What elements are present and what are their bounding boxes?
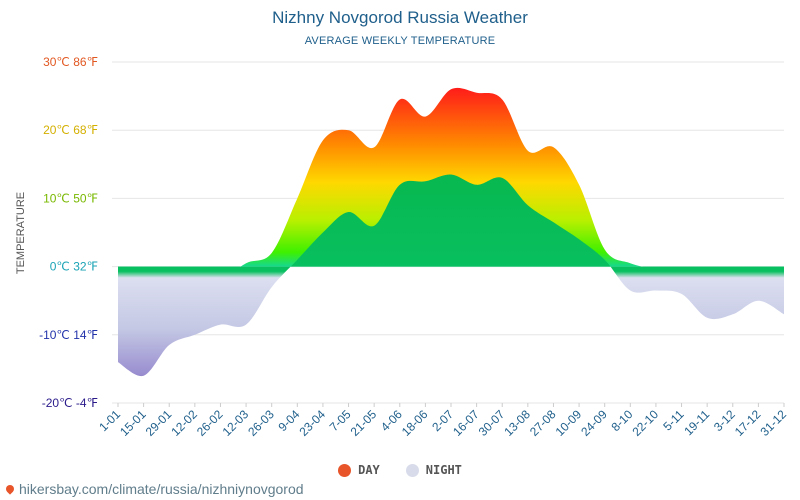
source-link[interactable]: hikersbay.com/climate/russia/nizhniynovg…: [4, 481, 304, 497]
x-axis-ticks: 1-0115-0129-0112-0226-0212-0326-039-0423…: [96, 403, 789, 439]
x-tick-label: 16-07: [450, 407, 482, 439]
x-tick-label: 27-08: [527, 407, 559, 439]
x-tick-label: 13-08: [501, 407, 533, 439]
legend-dot-night: [405, 463, 419, 477]
legend-label-night: NIGHT: [425, 463, 462, 477]
x-tick-label: 12-02: [168, 407, 200, 439]
x-tick-label: 21-05: [348, 407, 380, 439]
location-pin-icon: [4, 483, 16, 495]
x-tick-label: 30-07: [476, 407, 508, 439]
source-text: hikersbay.com/climate/russia/nizhniynovg…: [19, 481, 304, 497]
y-axis-ticks: 30℃ 86℉ 20℃ 68℉ 10℃ 50℉ 0℃ 32℉ -10℃ 14℉ -20℃ …: [39, 55, 98, 410]
x-tick-label: 22-10: [629, 407, 661, 439]
x-tick-label: 31-12: [758, 407, 790, 439]
chart-subtitle: AVERAGE WEEKLY TEMPERATURE: [304, 35, 496, 47]
y-tick-label: 20℃ 68℉: [43, 123, 98, 137]
y-tick-label: -10℃ 14℉: [39, 328, 98, 342]
y-tick-label: 10℃ 50℉: [43, 191, 98, 205]
x-tick-label: 24-09: [578, 407, 610, 439]
series-areas: [118, 87, 784, 377]
legend-item-night[interactable]: NIGHT: [405, 463, 462, 477]
legend-dot-day: [338, 463, 352, 477]
y-tick-label: -20℃ -4℉: [42, 396, 98, 410]
chart-legend: DAY NIGHT: [0, 463, 800, 477]
x-tick-label: 29-01: [143, 407, 175, 439]
x-tick-label: 15-01: [117, 407, 149, 439]
area-night: [118, 174, 784, 377]
y-tick-label: 30℃ 86℉: [43, 55, 98, 69]
x-tick-label: 17-12: [732, 407, 764, 439]
y-axis-label: TEMPERATURE: [15, 192, 27, 274]
x-tick-label: 10-09: [553, 407, 585, 439]
x-tick-label: 23-04: [296, 407, 328, 439]
chart-title: Nizhny Novgorod Russia Weather: [272, 8, 528, 27]
y-tick-label: 0℃ 32℉: [50, 260, 98, 274]
x-tick-label: 26-03: [245, 407, 277, 439]
x-tick-label: 26-02: [194, 407, 226, 439]
x-tick-label: 19-11: [681, 407, 712, 438]
legend-item-day[interactable]: DAY: [338, 463, 380, 477]
legend-label-day: DAY: [358, 463, 380, 477]
x-tick-label: 12-03: [220, 407, 252, 439]
x-tick-label: 18-06: [399, 407, 431, 439]
